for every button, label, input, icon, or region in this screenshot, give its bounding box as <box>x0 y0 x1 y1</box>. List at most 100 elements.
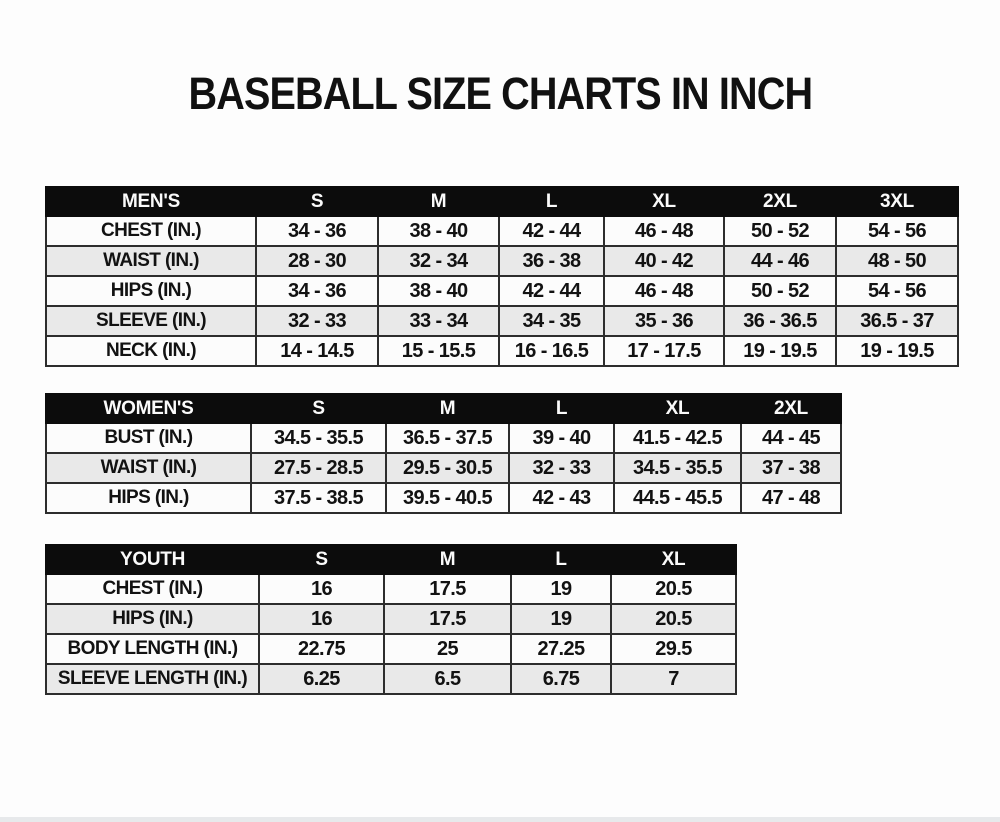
size-value: 20.5 <box>610 573 737 605</box>
youth-header-row: YOUTH S M L XL <box>45 544 737 575</box>
column-header-xl: XL <box>613 393 742 424</box>
column-header-l: L <box>498 186 605 217</box>
column-header-s: S <box>250 393 387 424</box>
size-value: 42 - 44 <box>498 275 605 307</box>
size-value: 54 - 56 <box>835 275 959 307</box>
womens-header-row: WOMEN'S S M L XL 2XL <box>45 393 842 424</box>
size-value: 32 - 34 <box>377 245 500 277</box>
page-title-text: BASEBALL SIZE CHARTS IN INCH <box>188 68 813 119</box>
row-label: HIPS (IN.) <box>45 482 252 514</box>
row-label: NECK (IN.) <box>45 335 257 367</box>
size-value: 35 - 36 <box>603 305 725 337</box>
size-value: 6.5 <box>383 663 512 695</box>
mens-header-label: MEN'S <box>45 186 257 217</box>
size-value: 50 - 52 <box>723 275 837 307</box>
size-value: 32 - 33 <box>508 452 615 484</box>
size-value: 42 - 43 <box>508 482 615 514</box>
size-value: 48 - 50 <box>835 245 959 277</box>
size-value: 27.5 - 28.5 <box>250 452 387 484</box>
size-value: 36 - 36.5 <box>723 305 837 337</box>
size-value: 54 - 56 <box>835 215 959 247</box>
size-value: 34 - 36 <box>255 215 379 247</box>
size-value: 47 - 48 <box>740 482 842 514</box>
row-label: CHEST (IN.) <box>45 215 257 247</box>
size-value: 38 - 40 <box>377 275 500 307</box>
table-row-sleeve: SLEEVE (IN.) 32 - 33 33 - 34 34 - 35 35 … <box>45 305 959 337</box>
column-header-xl: XL <box>603 186 725 217</box>
size-value: 46 - 48 <box>603 275 725 307</box>
size-value: 19 <box>510 603 612 635</box>
row-label: HIPS (IN.) <box>45 275 257 307</box>
size-value: 36 - 38 <box>498 245 605 277</box>
column-header-l: L <box>510 544 612 575</box>
size-value: 29.5 <box>610 633 737 665</box>
table-row-neck: NECK (IN.) 14 - 14.5 15 - 15.5 16 - 16.5… <box>45 335 959 367</box>
table-row-waist: WAIST (IN.) 27.5 - 28.5 29.5 - 30.5 32 -… <box>45 452 842 484</box>
page-title: BASEBALL SIZE CHARTS IN INCH <box>0 70 1000 118</box>
table-row-hips: HIPS (IN.) 37.5 - 38.5 39.5 - 40.5 42 - … <box>45 482 842 514</box>
mens-header-row: MEN'S S M L XL 2XL 3XL <box>45 186 959 217</box>
size-value: 39 - 40 <box>508 422 615 454</box>
row-label: WAIST (IN.) <box>45 245 257 277</box>
size-value: 34 - 35 <box>498 305 605 337</box>
mens-size-table: MEN'S S M L XL 2XL 3XL CHEST (IN.) 34 - … <box>45 186 959 367</box>
size-value: 40 - 42 <box>603 245 725 277</box>
size-value: 19 - 19.5 <box>723 335 837 367</box>
size-value: 44 - 46 <box>723 245 837 277</box>
size-value: 44 - 45 <box>740 422 842 454</box>
size-value: 36.5 - 37 <box>835 305 959 337</box>
size-value: 16 <box>258 603 385 635</box>
table-row-chest: CHEST (IN.) 16 17.5 19 20.5 <box>45 573 737 605</box>
column-header-m: M <box>385 393 510 424</box>
size-value: 25 <box>383 633 512 665</box>
size-value: 37.5 - 38.5 <box>250 482 387 514</box>
size-value: 37 - 38 <box>740 452 842 484</box>
size-value: 16 - 16.5 <box>498 335 605 367</box>
row-label: SLEEVE (IN.) <box>45 305 257 337</box>
size-value: 27.25 <box>510 633 612 665</box>
size-value: 46 - 48 <box>603 215 725 247</box>
size-chart-page: BASEBALL SIZE CHARTS IN INCH MEN'S S M L… <box>0 70 1000 822</box>
womens-header-label: WOMEN'S <box>45 393 252 424</box>
size-value: 38 - 40 <box>377 215 500 247</box>
table-row-sleeve-length: SLEEVE LENGTH (IN.) 6.25 6.5 6.75 7 <box>45 663 737 695</box>
row-label: BODY LENGTH (IN.) <box>45 633 260 665</box>
size-value: 33 - 34 <box>377 305 500 337</box>
row-label: SLEEVE LENGTH (IN.) <box>45 663 260 695</box>
size-value: 44.5 - 45.5 <box>613 482 742 514</box>
row-label: BUST (IN.) <box>45 422 252 454</box>
size-value: 16 <box>258 573 385 605</box>
size-value: 29.5 - 30.5 <box>385 452 510 484</box>
bottom-edge-strip <box>0 817 1000 822</box>
womens-size-table: WOMEN'S S M L XL 2XL BUST (IN.) 34.5 - 3… <box>45 393 842 514</box>
size-value: 41.5 - 42.5 <box>613 422 742 454</box>
size-value: 6.75 <box>510 663 612 695</box>
table-row-chest: CHEST (IN.) 34 - 36 38 - 40 42 - 44 46 -… <box>45 215 959 247</box>
size-value: 20.5 <box>610 603 737 635</box>
size-value: 22.75 <box>258 633 385 665</box>
size-value: 15 - 15.5 <box>377 335 500 367</box>
size-value: 17.5 <box>383 573 512 605</box>
column-header-m: M <box>377 186 500 217</box>
size-value: 39.5 - 40.5 <box>385 482 510 514</box>
table-row-waist: WAIST (IN.) 28 - 30 32 - 34 36 - 38 40 -… <box>45 245 959 277</box>
size-value: 17.5 <box>383 603 512 635</box>
size-value: 19 <box>510 573 612 605</box>
column-header-xl: XL <box>610 544 737 575</box>
youth-header-label: YOUTH <box>45 544 260 575</box>
table-row-hips: HIPS (IN.) 16 17.5 19 20.5 <box>45 603 737 635</box>
column-header-s: S <box>255 186 379 217</box>
column-header-m: M <box>383 544 512 575</box>
youth-size-table: YOUTH S M L XL CHEST (IN.) 16 17.5 19 20… <box>45 544 737 695</box>
size-value: 7 <box>610 663 737 695</box>
table-row-bust: BUST (IN.) 34.5 - 35.5 36.5 - 37.5 39 - … <box>45 422 842 454</box>
column-header-2xl: 2XL <box>740 393 842 424</box>
size-value: 17 - 17.5 <box>603 335 725 367</box>
column-header-s: S <box>258 544 385 575</box>
size-value: 36.5 - 37.5 <box>385 422 510 454</box>
size-value: 34.5 - 35.5 <box>613 452 742 484</box>
size-value: 34.5 - 35.5 <box>250 422 387 454</box>
column-header-3xl: 3XL <box>835 186 959 217</box>
size-value: 19 - 19.5 <box>835 335 959 367</box>
size-value: 42 - 44 <box>498 215 605 247</box>
